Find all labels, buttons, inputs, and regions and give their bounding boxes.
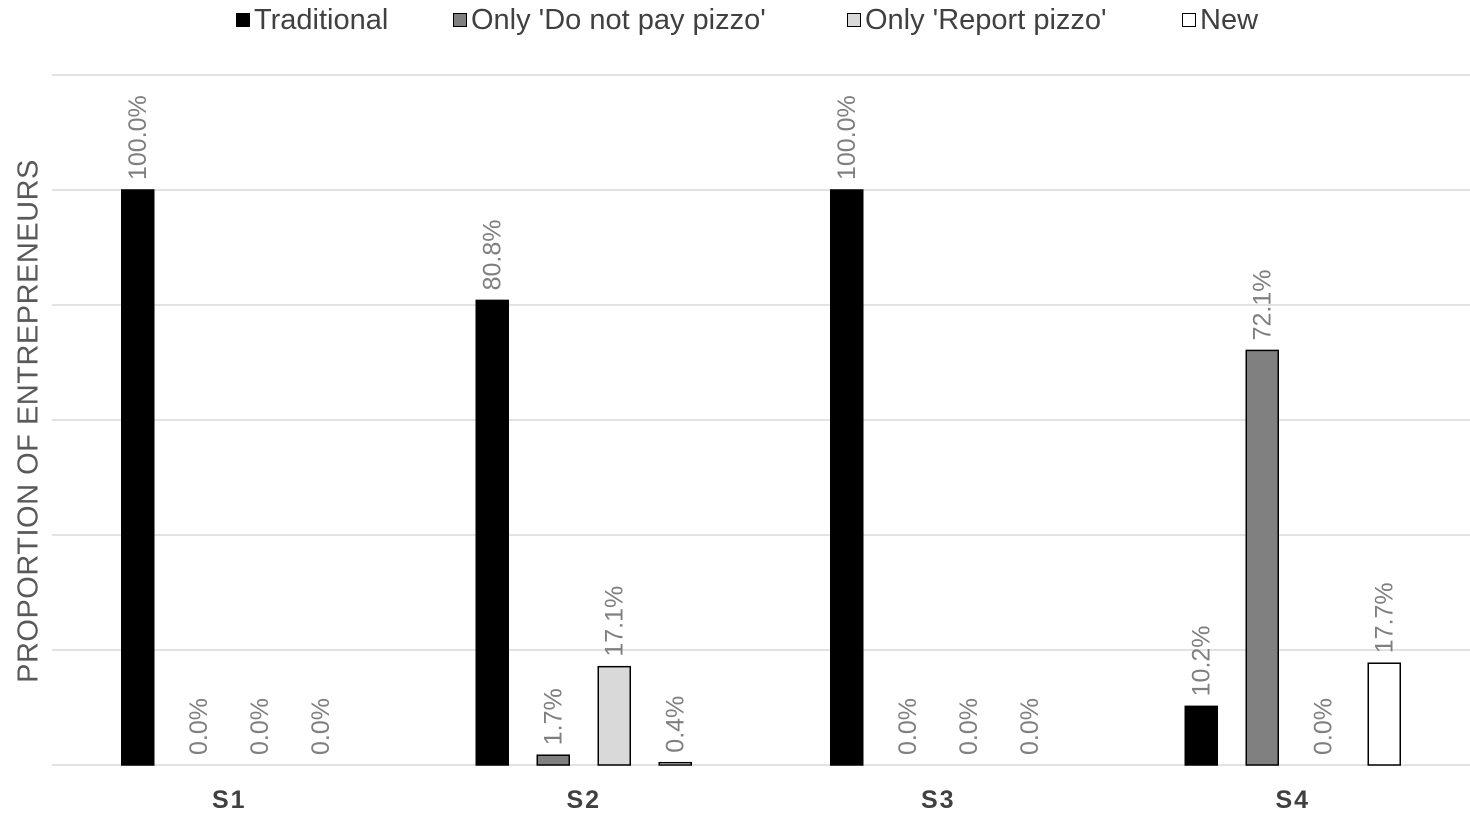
legend-item-do-not-pay: Only 'Do not pay pizzo' [453,2,766,38]
data-label: 80.8% [478,220,506,291]
legend-swatch [1182,13,1196,27]
legend: Traditional Only 'Do not pay pizzo' Only… [0,2,1470,38]
data-label: 10.2% [1187,625,1215,696]
legend-swatch [453,13,467,27]
legend-swatch [847,13,861,27]
data-label: 72.1% [1248,270,1276,341]
legend-item-traditional: Traditional [236,2,388,38]
data-label: 0.0% [185,698,213,755]
legend-label: Traditional [254,3,389,36]
bar [1245,349,1279,766]
data-label: 0.0% [955,698,983,755]
bar [658,761,692,766]
bar [475,299,509,766]
bar [1184,705,1218,766]
legend-item-new: New [1182,2,1258,38]
legend-item-report: Only 'Report pizzo' [847,2,1107,38]
bar [597,665,631,766]
data-label: 1.7% [539,688,567,745]
bar [1367,662,1401,766]
data-label: 17.7% [1370,582,1398,653]
data-label: 0.0% [894,698,922,755]
data-label: 17.1% [600,586,628,657]
data-label: 100.0% [833,95,861,180]
legend-swatch [236,13,250,27]
x-tick-label: S1 [212,786,247,813]
legend-label: Only 'Report pizzo' [865,3,1107,36]
x-tick-label: S4 [1275,786,1310,813]
data-label: 0.4% [661,696,689,753]
data-label: 0.0% [1309,698,1337,755]
x-tick-label: S2 [566,786,601,813]
legend-label: New [1200,3,1259,36]
data-label: 0.0% [246,698,274,755]
data-label: 100.0% [124,95,152,180]
data-label: 0.0% [307,698,335,755]
bar [121,189,155,766]
data-label: 0.0% [1016,698,1044,755]
bar [536,754,570,766]
bar [830,189,864,766]
legend-label: Only 'Do not pay pizzo' [471,3,766,36]
x-tick-label: S3 [921,786,956,813]
